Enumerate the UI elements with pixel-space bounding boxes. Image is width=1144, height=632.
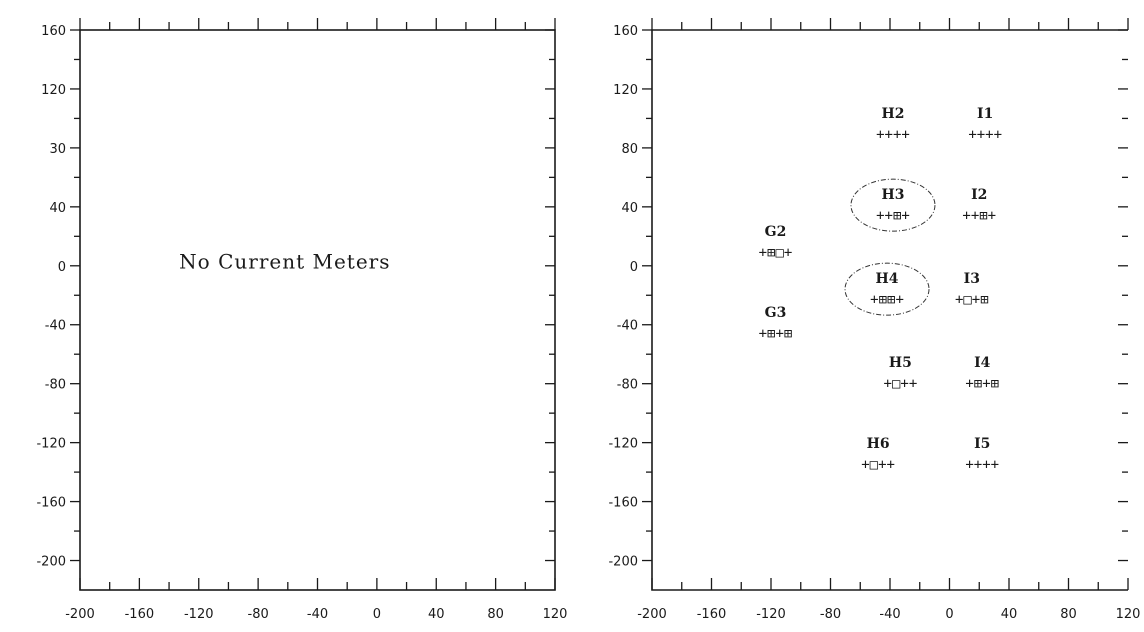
station-label: H5: [889, 355, 912, 371]
x-tick-label: 120: [543, 607, 568, 622]
x-tick-label: -160: [125, 607, 155, 622]
x-tick-label: -40: [879, 607, 900, 622]
y-tick-label: -200: [608, 555, 638, 570]
x-tick-label: 0: [945, 607, 953, 622]
x-tick-label: 120: [1116, 607, 1141, 622]
station-label: I1: [977, 106, 993, 122]
highlight-ellipse: [844, 262, 930, 316]
station-i3: I3 +□+⊞: [955, 271, 989, 308]
x-tick-label: -120: [756, 607, 786, 622]
y-tick-label: -120: [608, 437, 638, 452]
y-tick-label: -200: [36, 555, 66, 570]
station-h5: H5 +□++: [884, 355, 918, 392]
station-i4: I4 +⊞+⊞: [965, 355, 999, 392]
station-label: I5: [974, 436, 990, 452]
station-h3: H3 ++⊞+: [850, 178, 936, 232]
meter-symbols: ++++: [968, 127, 1002, 143]
x-tick-label: -200: [637, 607, 667, 622]
x-tick-label: 40: [428, 607, 445, 622]
y-tick-label: 0: [630, 260, 638, 275]
meter-symbols: +⊞+⊞: [759, 326, 793, 342]
x-tick-label: -200: [65, 607, 95, 622]
y-tick-label: 40: [621, 201, 638, 216]
no-meters-note: No Current Meters: [179, 250, 390, 274]
highlight-ellipse: [850, 178, 936, 232]
meter-symbols: ++++: [965, 457, 999, 473]
x-tick-label: 80: [1060, 607, 1077, 622]
meter-symbols: +□++: [884, 376, 918, 392]
station-label: H6: [867, 436, 890, 452]
station-h6: H6 +□++: [861, 436, 895, 473]
y-tick-label: 120: [41, 83, 66, 98]
y-tick-label: 80: [621, 142, 638, 157]
meter-symbols: +□++: [861, 457, 895, 473]
x-tick-label: -80: [248, 607, 269, 622]
x-tick-label: -160: [697, 607, 727, 622]
x-tick-label: -120: [184, 607, 214, 622]
station-label: H4: [876, 271, 899, 287]
y-tick-label: 120: [613, 83, 638, 98]
meter-symbols: +⊞□+: [759, 245, 793, 261]
meter-symbols: +⊞⊞+: [870, 292, 904, 308]
station-label: G3: [765, 305, 787, 321]
x-tick-label: 80: [487, 607, 504, 622]
y-tick-label: -80: [617, 378, 638, 393]
y-tick-label: -40: [45, 319, 66, 334]
y-tick-label: 160: [41, 24, 66, 39]
station-i2: I2 ++⊞+: [962, 187, 996, 224]
y-tick-label: 30: [49, 142, 66, 157]
y-tick-label: -40: [617, 319, 638, 334]
y-tick-label: -160: [36, 496, 66, 511]
meter-symbols: +⊞+⊞: [965, 376, 999, 392]
station-label: G2: [765, 224, 787, 240]
station-h2: H2 ++++: [876, 106, 910, 143]
meter-symbols: ++++: [876, 127, 910, 143]
station-label: I4: [974, 355, 991, 371]
station-h4: H4 +⊞⊞+: [844, 262, 930, 316]
x-tick-label: 0: [373, 607, 381, 622]
x-tick-label: 40: [1001, 607, 1018, 622]
y-tick-label: 0: [58, 260, 66, 275]
meter-symbols: +□+⊞: [955, 292, 989, 308]
y-tick-label: 40: [49, 201, 66, 216]
station-i1: I1 ++++: [968, 106, 1002, 143]
plot-frame: [79, 29, 556, 591]
meter-symbols: ++⊞+: [876, 208, 910, 224]
x-tick-label: -40: [307, 607, 328, 622]
x-tick-label: -80: [820, 607, 841, 622]
panel-left: -200 -160 -120 -80 -40 0 40 80 120 160 120 30 40 0 -40…: [36, 18, 567, 622]
station-i5: I5 ++++: [965, 436, 999, 473]
y-tick-label: -120: [36, 437, 66, 452]
station-g2: G2 +⊞□+: [759, 224, 793, 261]
station-label: H3: [881, 187, 904, 203]
y-tick-label: 160: [613, 24, 638, 39]
panel-right: -200 -160 -120 -80 -40 0 40 80 120 160 120 80 40 0 -40…: [608, 18, 1140, 622]
station-label: I2: [971, 187, 987, 203]
y-tick-label: -160: [608, 496, 638, 511]
y-tick-label: -80: [45, 378, 66, 393]
station-g3: G3 +⊞+⊞: [759, 305, 793, 342]
station-label: H2: [881, 106, 904, 122]
station-label: I3: [964, 271, 980, 287]
meter-symbols: ++⊞+: [962, 208, 996, 224]
